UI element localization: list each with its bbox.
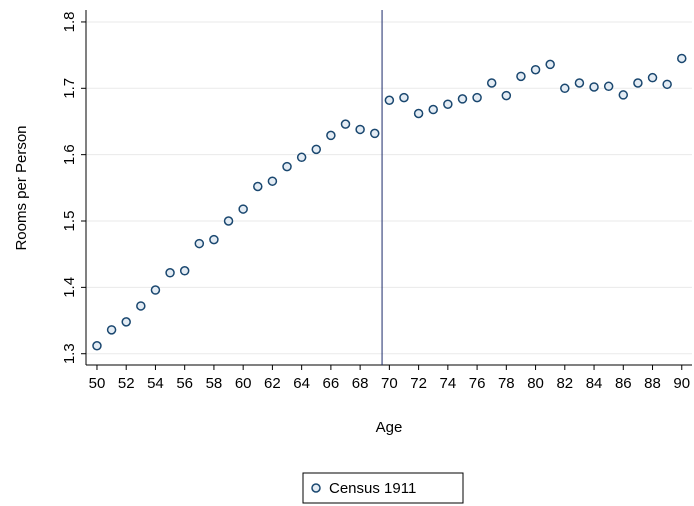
x-tick-label: 60 (235, 375, 252, 392)
point (501, 90, 512, 101)
point (413, 108, 424, 119)
x-tick-label: 82 (556, 375, 573, 392)
x-tick-label: 78 (498, 375, 515, 392)
point (238, 204, 248, 214)
point (179, 266, 190, 276)
x-tick-label: 52 (118, 375, 135, 392)
point (165, 268, 175, 278)
point (92, 341, 102, 351)
x-tick-label: 88 (644, 375, 661, 392)
legend-box (302, 472, 464, 504)
y-tick-label: 1.6 (61, 144, 78, 165)
x-tick-label: 84 (586, 375, 603, 392)
point (486, 78, 497, 88)
point (677, 53, 687, 64)
point (472, 92, 482, 103)
point (369, 128, 380, 139)
point (443, 99, 453, 109)
y-axis-label: Rooms per Person (13, 125, 30, 250)
point (399, 92, 409, 103)
point (150, 285, 161, 295)
point (326, 130, 336, 141)
point (267, 176, 278, 186)
x-tick-label: 50 (89, 375, 106, 392)
point (589, 82, 599, 92)
y-tick-label: 1.3 (61, 343, 78, 364)
point (618, 90, 629, 100)
point (603, 81, 614, 92)
x-tick-label: 68 (352, 375, 369, 392)
point (560, 83, 570, 94)
point (384, 95, 395, 105)
point (106, 325, 117, 335)
point (633, 78, 643, 88)
point (340, 119, 351, 129)
point (223, 216, 234, 226)
x-tick-label: 86 (615, 375, 632, 392)
x-axis-label: Age (376, 419, 403, 436)
x-tick-label: 56 (176, 375, 193, 392)
x-tick-label: 66 (323, 375, 340, 392)
x-tick-label: 72 (410, 375, 427, 392)
x-tick-label: 64 (293, 375, 310, 392)
point (516, 71, 526, 82)
point (282, 161, 292, 172)
legend-label: Census 1911 (329, 480, 416, 497)
point (209, 234, 219, 245)
x-tick-label: 70 (381, 375, 398, 392)
x-tick-label: 90 (673, 375, 690, 392)
point (647, 72, 658, 83)
point (253, 181, 263, 192)
point (574, 78, 585, 88)
point (428, 104, 438, 115)
point (311, 144, 322, 155)
x-tick-label: 74 (440, 375, 457, 392)
y-tick-label: 1.8 (61, 12, 78, 33)
point (457, 94, 468, 104)
point (662, 79, 672, 90)
y-tick-label: 1.5 (61, 211, 78, 232)
point (530, 64, 541, 75)
x-tick-label: 80 (527, 375, 544, 392)
point (296, 152, 307, 163)
x-tick-label: 62 (264, 375, 281, 392)
legend-marker (311, 483, 321, 493)
point (545, 59, 555, 70)
x-tick-label: 76 (469, 375, 486, 392)
x-tick-label: 58 (206, 375, 223, 392)
point (121, 317, 131, 327)
y-tick-label: 1.7 (61, 78, 78, 99)
point (355, 124, 365, 135)
y-tick-label: 1.4 (61, 277, 78, 298)
x-tick-label: 54 (147, 375, 164, 392)
point (136, 301, 146, 311)
point (194, 238, 205, 249)
